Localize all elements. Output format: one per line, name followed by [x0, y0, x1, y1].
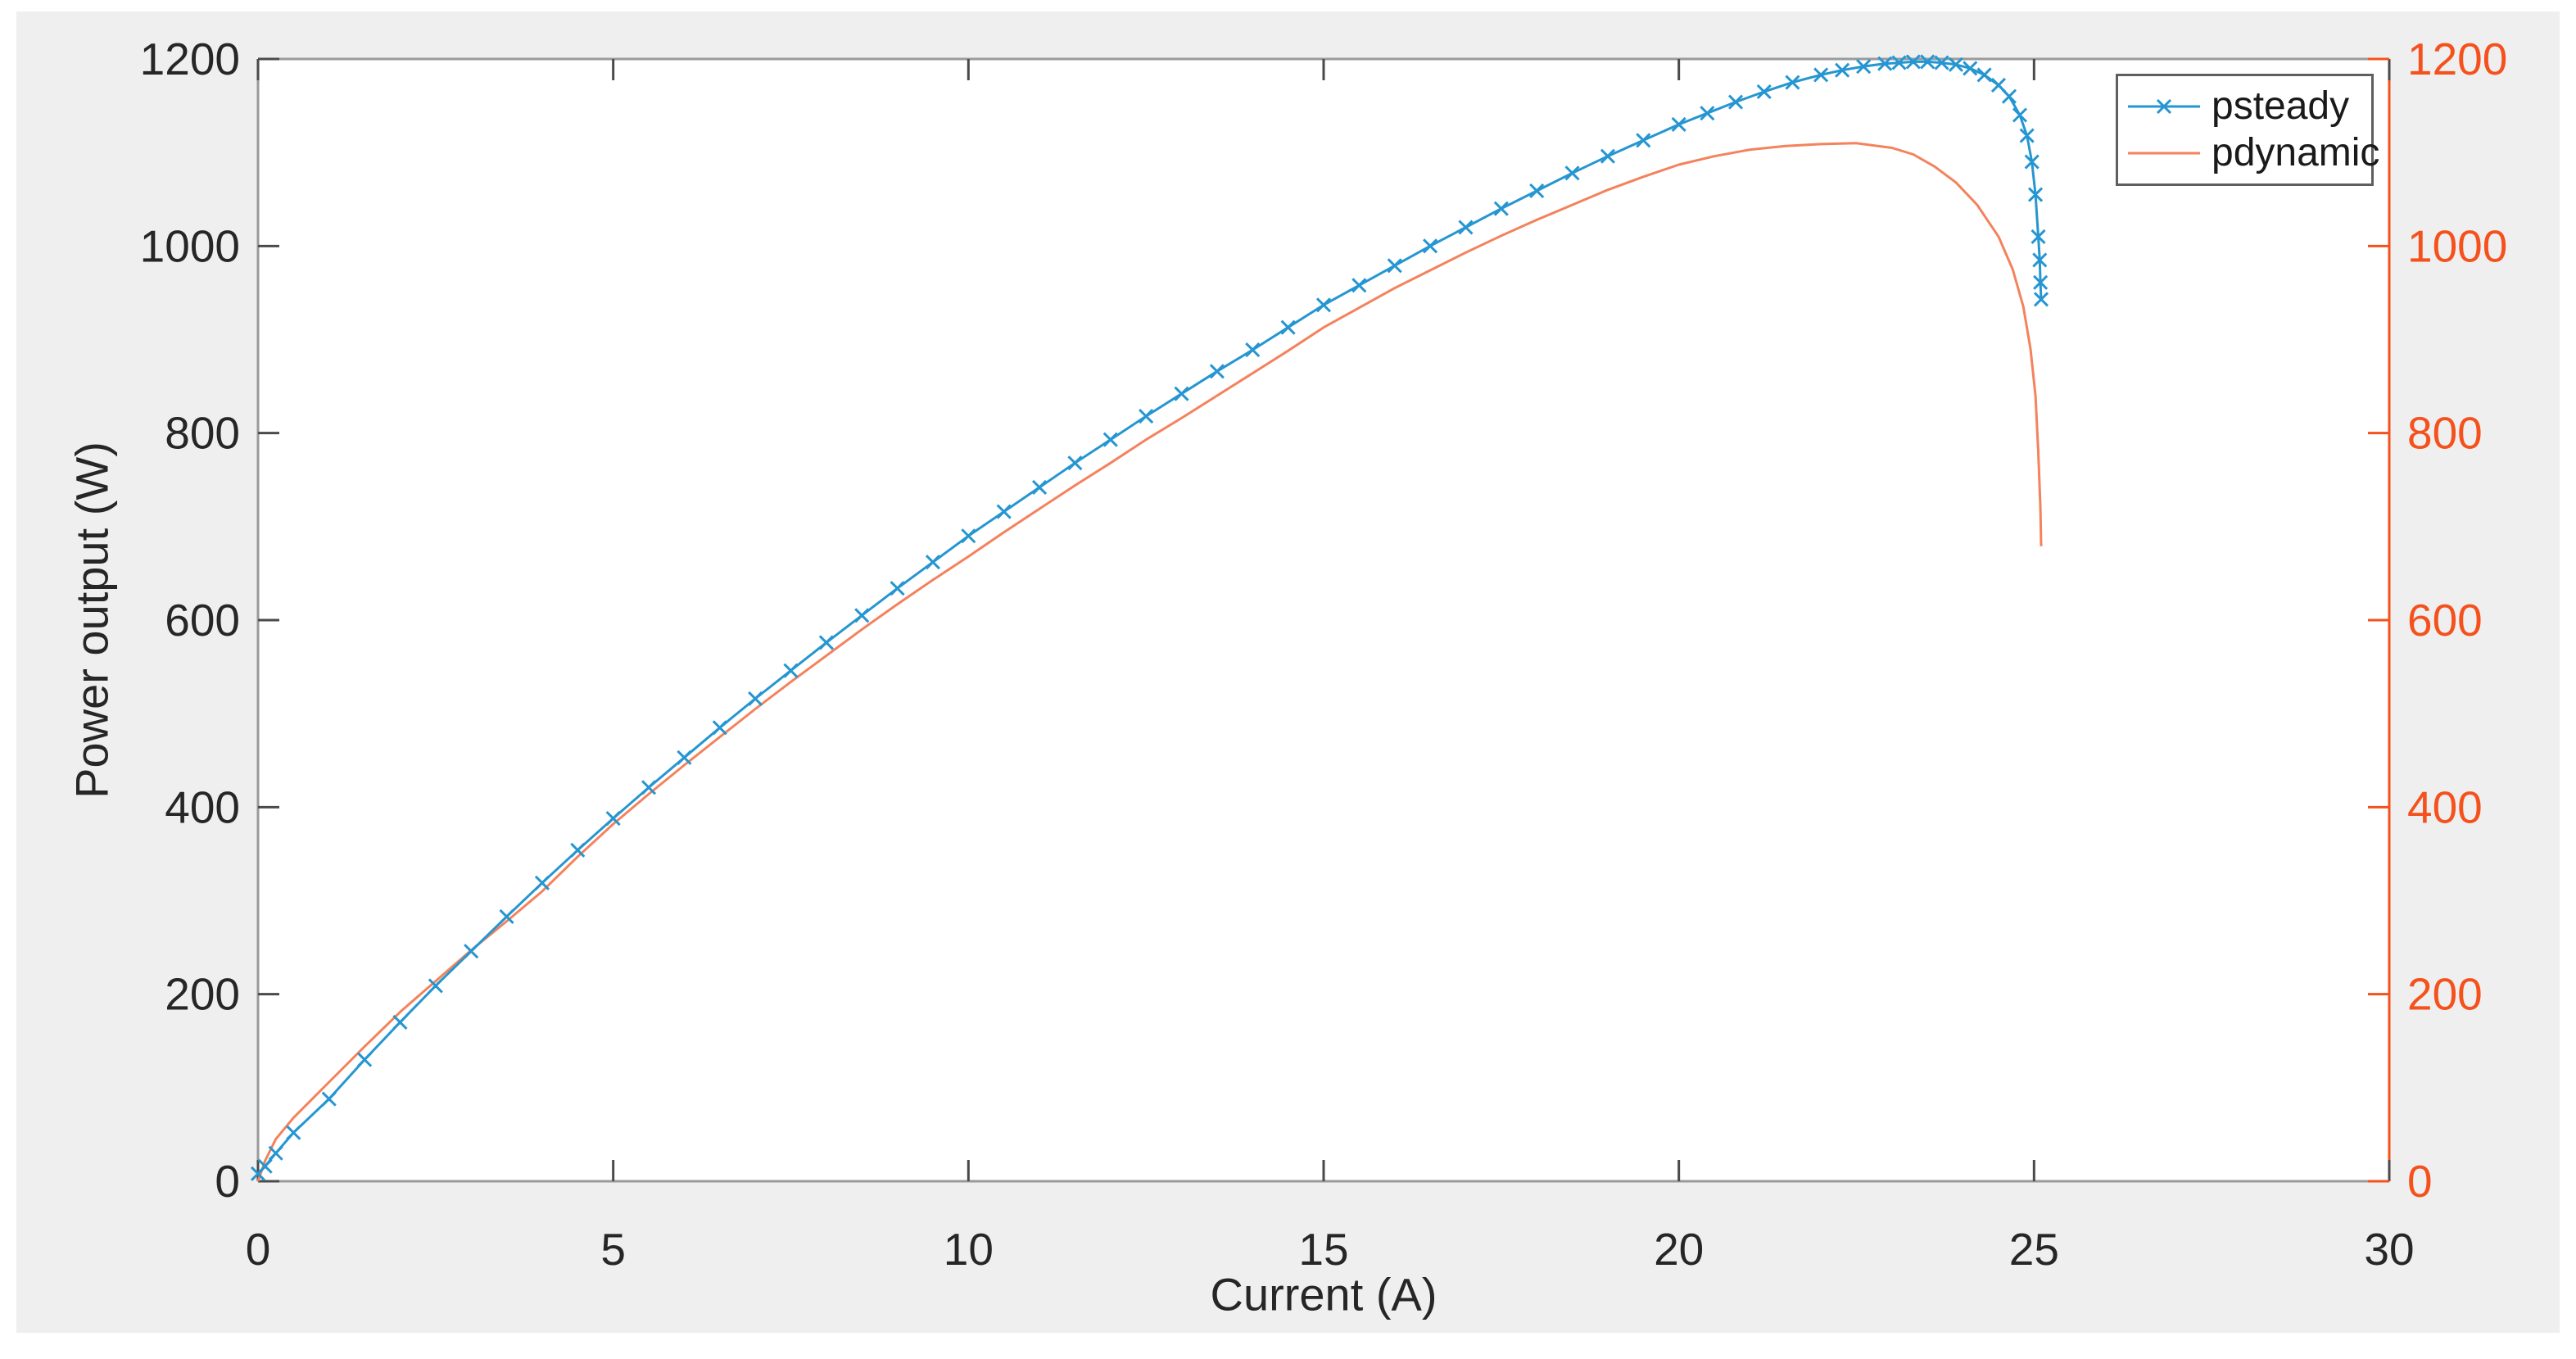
x-tick-label: 25 — [2009, 1224, 2059, 1275]
y-tick-label-left: 200 — [165, 969, 240, 1020]
legend-item-psteady: psteady — [2125, 87, 2365, 126]
x-tick-label: 10 — [944, 1224, 994, 1275]
y-tick-label-right: 1200 — [2407, 34, 2507, 84]
y-tick-label-right: 0 — [2407, 1156, 2433, 1207]
y-tick-label-left: 0 — [215, 1156, 240, 1207]
legend-label-psteady: psteady — [2212, 84, 2350, 128]
x-tick-label: 20 — [1654, 1224, 1704, 1275]
x-tick-label: 5 — [600, 1224, 626, 1275]
y-tick-label-left: 600 — [165, 595, 240, 646]
y-axis-label: Power output (W) — [66, 442, 118, 799]
y-tick-label-right: 200 — [2407, 969, 2483, 1020]
psteady-markers — [250, 54, 2049, 1181]
y-tick-label-right: 400 — [2407, 781, 2483, 832]
legend-label-pdynamic: pdynamic — [2212, 131, 2380, 174]
pdynamic-curve — [256, 142, 2043, 1182]
y-tick-label-left: 800 — [165, 408, 240, 459]
psteady-line-sample-icon — [2128, 98, 2200, 115]
y-tick-label-right: 800 — [2407, 408, 2483, 459]
y-tick-label-left: 400 — [165, 781, 240, 832]
y-tick-label-right: 1000 — [2407, 220, 2507, 271]
x-tick-label: 15 — [1298, 1224, 1348, 1275]
y-tick-label-right: 600 — [2407, 595, 2483, 646]
x-tick-label: 30 — [2364, 1224, 2414, 1275]
legend: psteady pdynamic — [2116, 74, 2379, 186]
y-tick-label-left: 1000 — [140, 220, 240, 271]
x-tick-label: 0 — [246, 1224, 271, 1275]
x-axis-label: Current (A) — [1210, 1268, 1437, 1320]
plot-background — [258, 59, 2389, 1181]
pdynamic-line-sample-icon — [2128, 152, 2200, 155]
legend-item-pdynamic: pdynamic — [2125, 134, 2379, 173]
y-tick-label-left: 1200 — [140, 34, 240, 84]
